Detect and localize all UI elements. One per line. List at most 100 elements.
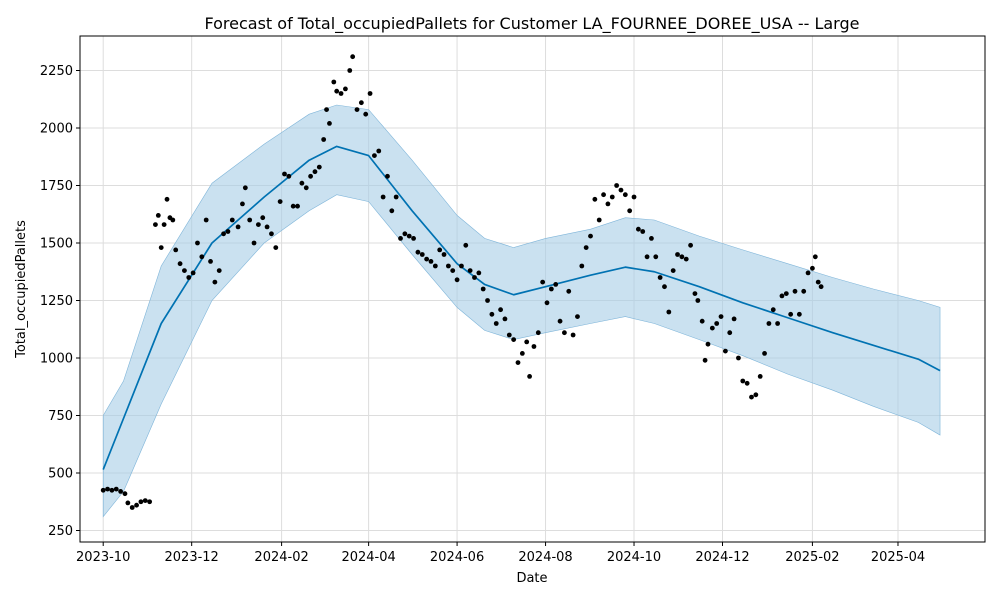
observed-point (614, 183, 620, 188)
x-tick-label: 2024-08 (518, 550, 572, 565)
observed-point (766, 321, 772, 326)
observed-point (324, 107, 329, 112)
observed-point (718, 314, 724, 319)
observed-point (524, 339, 530, 345)
observed-point (502, 316, 508, 322)
y-tick-label: 250 (48, 524, 73, 539)
observed-point (605, 201, 611, 207)
x-axis-ticks: 2023-10 2023-12 2024-02 2024-04 2024-06 2024-… (76, 542, 925, 565)
y-tick-label: 500 (48, 467, 73, 482)
observed-point (393, 194, 399, 200)
observed-point (186, 275, 192, 280)
observed-point (221, 231, 226, 237)
observed-point (350, 54, 356, 60)
observed-point (105, 486, 110, 492)
observed-point (489, 311, 495, 317)
observed-point (515, 360, 521, 365)
observed-point (812, 254, 818, 260)
observed-point (170, 217, 176, 223)
observed-point (740, 378, 746, 384)
observed-point (640, 229, 646, 234)
x-tick-label: 2024-10 (607, 550, 661, 565)
observed-point (338, 91, 344, 96)
observed-point (770, 307, 776, 313)
observed-point (792, 288, 798, 294)
chart-title: Forecast of Total_occupiedPallets for Cu… (205, 14, 860, 34)
observed-point (161, 222, 167, 228)
observed-point (343, 86, 348, 92)
observed-point (195, 240, 200, 246)
observed-point (450, 268, 456, 273)
observed-point (347, 68, 353, 73)
observed-point (147, 499, 153, 505)
y-tick-label: 2250 (40, 64, 73, 79)
observed-point (100, 487, 106, 493)
observed-point (688, 242, 693, 248)
observed-point (308, 173, 314, 179)
observed-point (553, 282, 559, 287)
observed-point (376, 148, 382, 154)
observed-point (762, 351, 767, 356)
observed-point (498, 307, 503, 313)
observed-point (731, 316, 737, 322)
observed-point (363, 111, 369, 117)
observed-point (331, 79, 337, 85)
x-axis-label: Date (516, 571, 547, 586)
observed-point (649, 236, 654, 241)
observed-point (118, 489, 124, 494)
x-tick-label: 2024-04 (341, 550, 395, 565)
observed-point (596, 217, 602, 223)
observed-point (303, 185, 309, 191)
observed-point (354, 107, 360, 112)
observed-point (153, 222, 158, 228)
observed-point (122, 491, 128, 497)
observed-point (295, 203, 300, 209)
observed-point (424, 256, 430, 262)
y-tick-label: 1250 (40, 294, 73, 309)
observed-point (783, 291, 789, 296)
uncertainty-band-area (102, 104, 941, 518)
observed-point (372, 153, 377, 159)
observed-point (235, 224, 241, 230)
observed-point (286, 173, 292, 179)
observed-point (242, 185, 248, 191)
x-tick-label: 2024-02 (254, 550, 308, 565)
observed-point (229, 217, 235, 223)
observed-point (631, 194, 637, 200)
observed-point (142, 498, 148, 503)
observed-point (511, 337, 517, 342)
observed-point (402, 231, 408, 237)
observed-point (601, 192, 606, 198)
observed-point (588, 233, 593, 239)
forecast-line (102, 145, 941, 470)
observed-point (779, 293, 785, 299)
observed-point (699, 318, 705, 324)
observed-point (796, 311, 802, 317)
observed-point (657, 275, 663, 280)
observed-point (722, 348, 728, 354)
uncertainty-band (102, 104, 941, 518)
x-tick-label: 2024-12 (695, 550, 749, 565)
observed-point (277, 199, 283, 205)
observed-point (398, 236, 403, 241)
observed-point (493, 321, 499, 326)
observed-point (385, 173, 390, 179)
observed-point (290, 203, 296, 209)
observed-point (566, 288, 572, 294)
observed-point (138, 499, 144, 505)
observed-point (675, 252, 680, 257)
observed-point (282, 171, 287, 177)
x-tick-label: 2023-12 (165, 550, 219, 565)
observed-point (692, 291, 698, 296)
observed-point (592, 196, 598, 202)
observed-point (199, 254, 205, 260)
observed-point (540, 279, 546, 285)
observed-point (788, 311, 794, 317)
observed-point (618, 187, 624, 193)
observed-point (622, 192, 628, 198)
observed-point (155, 213, 161, 218)
observed-point (535, 330, 541, 336)
observed-point (472, 275, 477, 280)
observed-point (805, 270, 811, 276)
observed-point (557, 318, 563, 324)
